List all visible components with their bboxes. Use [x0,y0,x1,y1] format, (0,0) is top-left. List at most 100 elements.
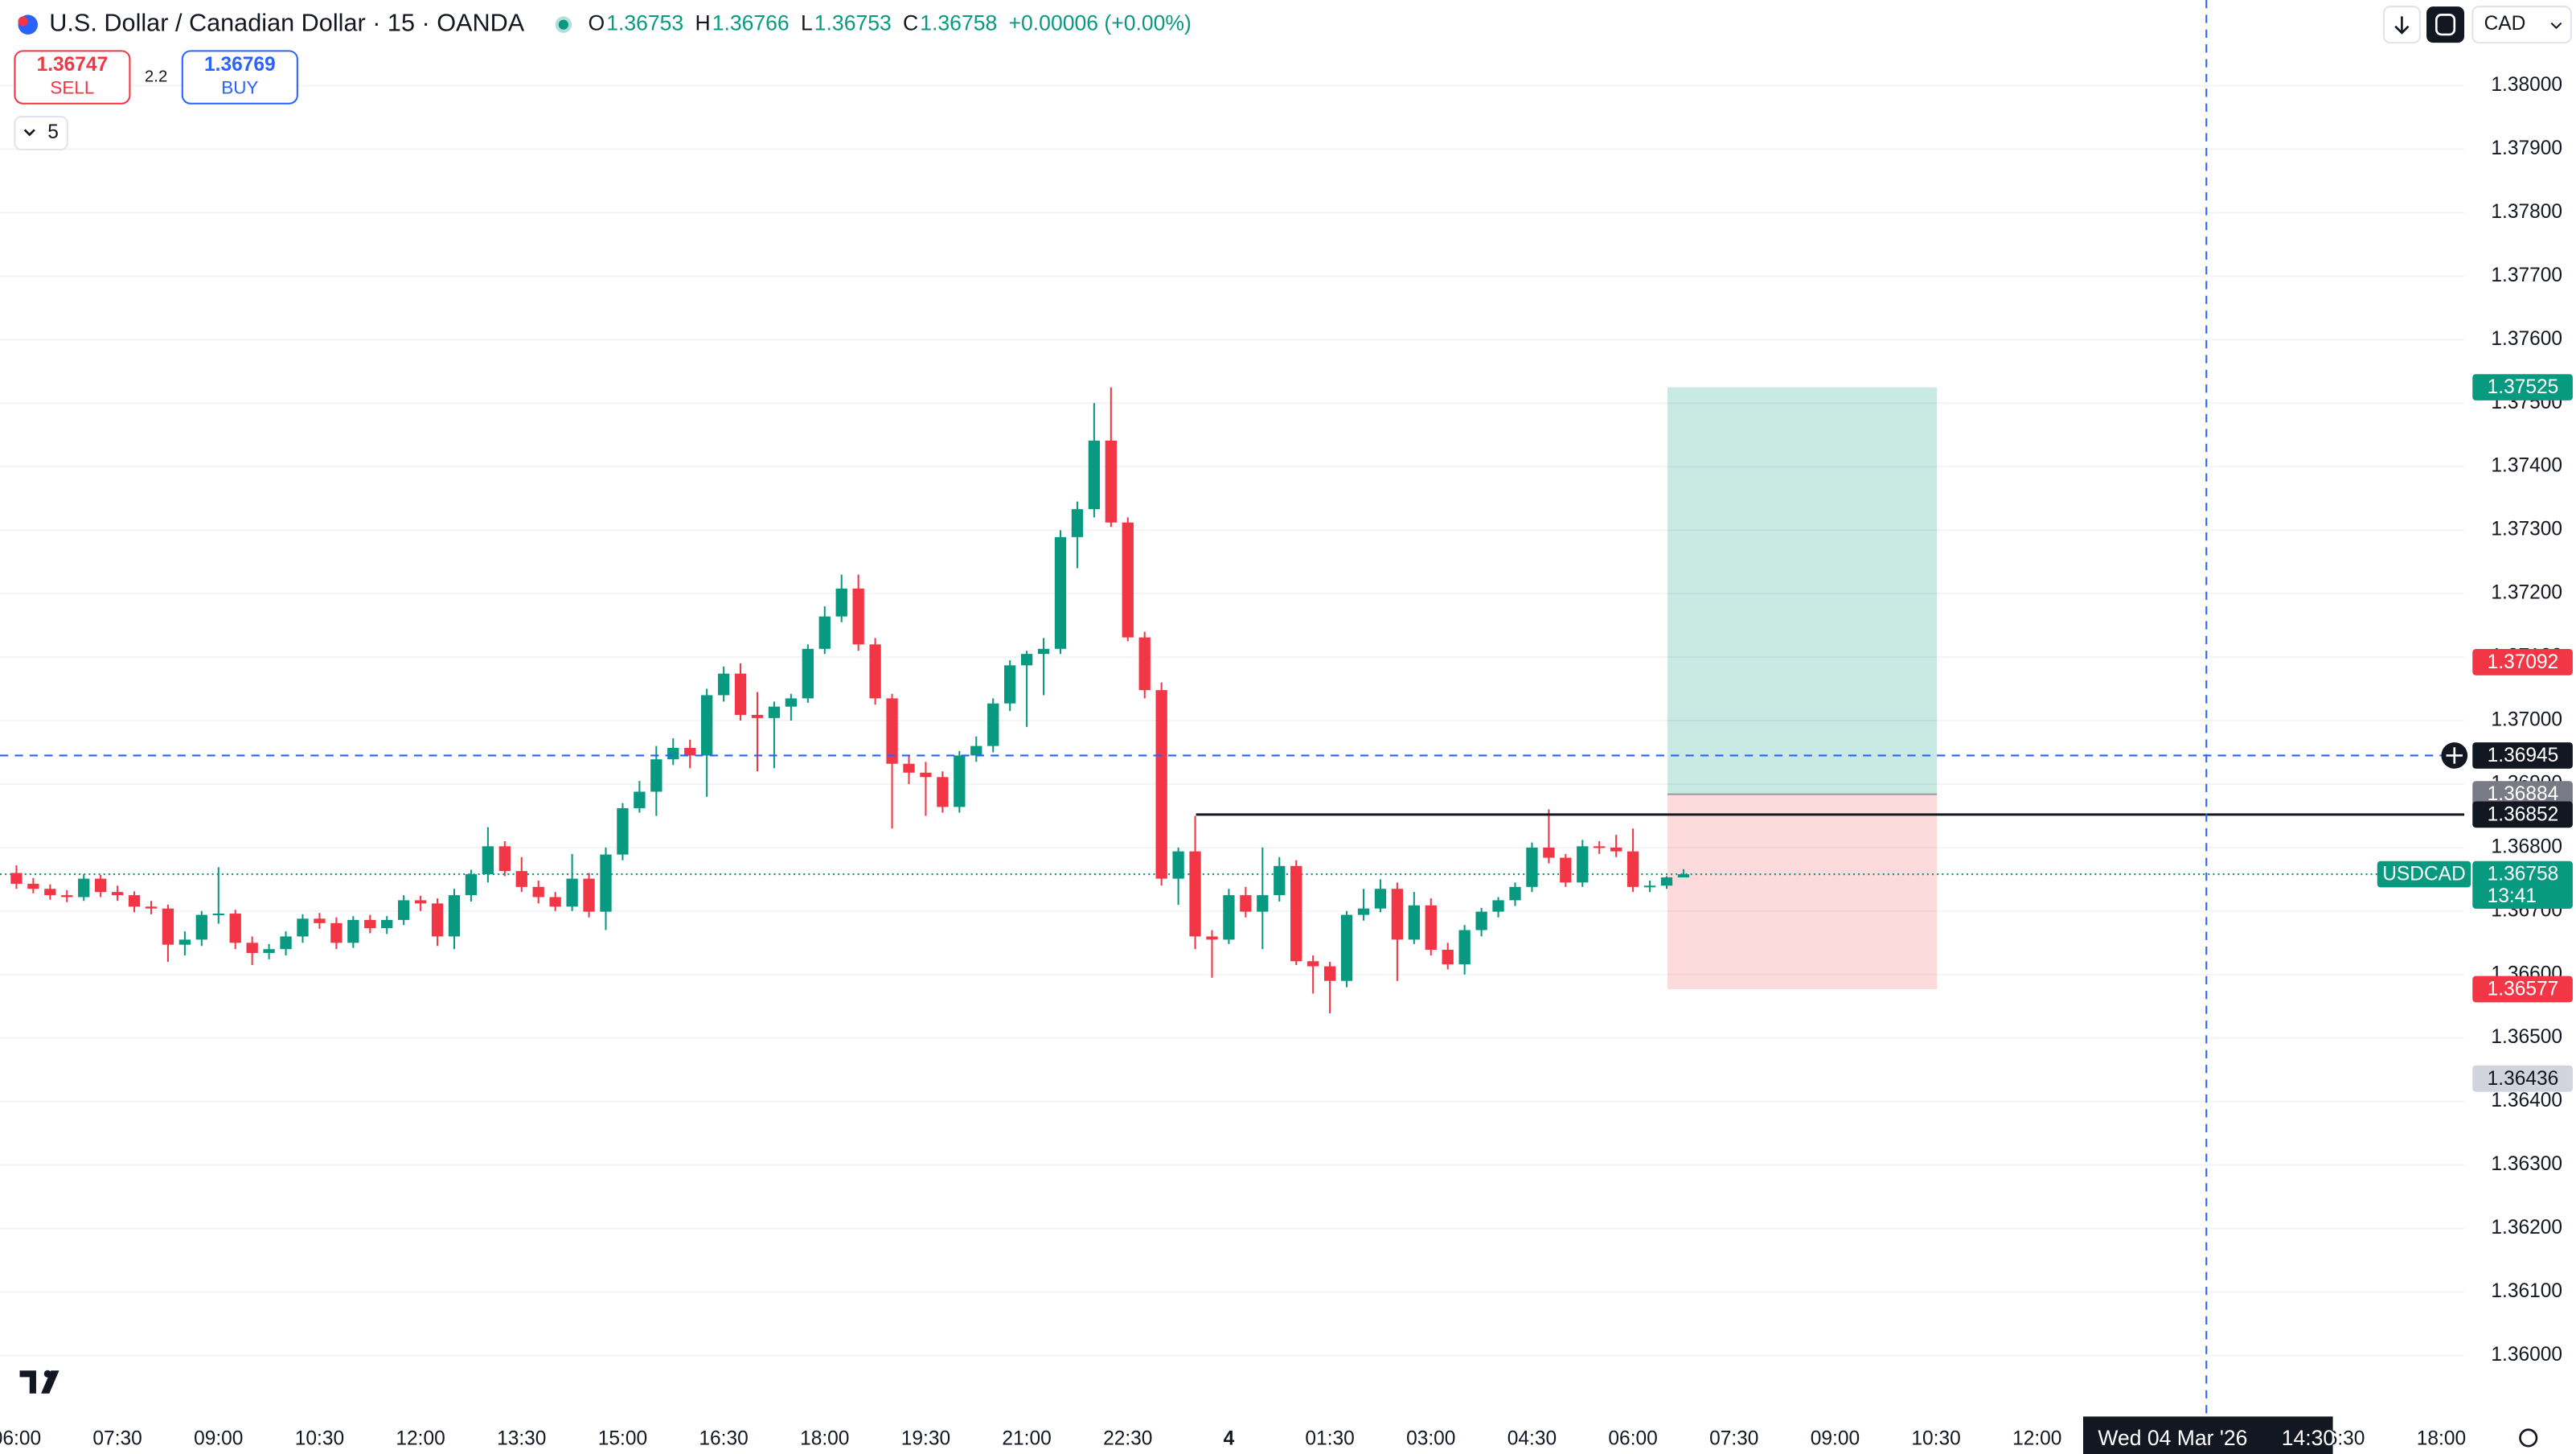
crosshair-date: Wed 04 Mar '26 [2098,1426,2247,1450]
candle-body [330,922,343,943]
candle-body [717,673,730,696]
candle-body [634,791,646,808]
candle-body [1458,930,1471,965]
candle-body [229,914,241,943]
candle-body [195,914,207,940]
stop-label: 1.36577 [2488,978,2559,1000]
candle-body [1155,690,1167,879]
logo-dot [43,1370,51,1378]
buy-price[interactable]: 1.36769 [204,54,276,76]
x-tick-label: 22:30 [1103,1428,1152,1450]
y-tick-label: 1.37800 [2491,201,2562,223]
candle-body [835,588,847,617]
candle-body [364,919,376,929]
crosshair-price-box [2472,742,2573,769]
candle-body [802,648,814,699]
stop-label-box [2472,975,2573,1003]
x-tick-label: 01:30 [1305,1428,1354,1450]
candle-body [78,878,90,897]
candle-body [1543,847,1555,858]
candle-body [61,895,73,897]
candle-body [532,886,544,897]
countdown: 13:41 [2488,885,2537,907]
candle-body [886,698,898,764]
sell-label[interactable]: SELL [50,77,94,97]
candle-body [1054,536,1067,649]
candle-body [1138,637,1151,691]
x-tick-label: 13:30 [497,1428,546,1450]
x-tick-label: 12:00 [396,1428,445,1450]
indicator-count[interactable]: 5 [47,121,59,143]
settings-icon[interactable] [2519,1428,2538,1448]
x-tick-label: 18:00 [800,1428,849,1450]
crosshair-price: 1.36945 [2488,745,2559,766]
buy-label[interactable]: BUY [221,77,258,97]
sell-price[interactable]: 1.36747 [37,54,109,76]
target-zone [1667,387,1938,795]
candle-body [818,616,831,649]
y-tick-label: 1.37200 [2491,582,2562,604]
price-change: +0.00006 (+0.00%) [1009,11,1192,35]
x-tick-label: 10:30 [295,1428,344,1450]
candle-body [1594,846,1606,848]
candle-body [162,908,174,945]
currency[interactable]: CAD [2484,13,2526,35]
y-tick-label: 1.36400 [2491,1090,2562,1111]
x-tick-label: 15:00 [598,1428,647,1450]
flag-icon-part [18,16,28,27]
market-status-dot [558,19,569,30]
candle-body [314,918,326,923]
candle-body [95,878,107,893]
candle-body [263,949,275,953]
candle-body [1425,905,1437,951]
candle-body [178,939,191,945]
candle-body [1274,865,1286,896]
candle-body [1660,877,1673,886]
candle-body [903,763,915,773]
buy-button[interactable] [181,50,298,105]
candle-body [684,747,696,756]
marker-label-box [2472,1065,2573,1092]
candle-body [1307,961,1319,967]
candle-body [347,919,359,943]
candle-body [617,807,629,855]
y-tick-label: 1.37400 [2491,455,2562,477]
ohlc-key: C [903,11,918,35]
entry-label-box [2472,781,2573,807]
candle-body [650,759,662,792]
indicators-toggle[interactable] [14,116,68,150]
sync-button[interactable] [2426,6,2465,43]
candle-body [566,878,578,907]
x-tick-label: 07:30 [92,1428,142,1450]
candle-body [583,878,595,912]
ohlc-key: H [695,11,710,35]
candle-body [549,897,561,907]
candle-body [768,706,781,718]
candle-body [1071,509,1084,537]
candle-body [431,903,444,937]
candle-body [398,900,410,920]
candle-body [1105,440,1117,523]
candle-body [498,846,511,872]
candle-body [1643,885,1656,888]
sync-icon [2434,14,2456,36]
candle-body [482,846,494,875]
candle-body [1088,440,1101,510]
spread: 2.2 [145,68,167,85]
candle-body [297,918,309,937]
ohlc-value: 1.36766 [712,11,790,35]
x-tick-label: 18:00 [2417,1428,2466,1450]
front-layer: U.S. Dollar / Canadian Dollar · 15 · OAN… [14,6,2573,1454]
candle-body [10,873,23,884]
candle-body [1526,847,1538,887]
sell-button[interactable] [14,50,131,105]
x-tick-label: 21:00 [1002,1428,1051,1450]
x-tick-label: 03:00 [1406,1428,1455,1450]
candle-body [785,698,798,707]
candle-body [1290,865,1302,962]
hline-label: 1.36852 [2488,803,2559,825]
candle-body [1442,950,1454,965]
currency-select[interactable] [2471,6,2572,44]
y-tick-label: 1.37000 [2491,709,2562,731]
